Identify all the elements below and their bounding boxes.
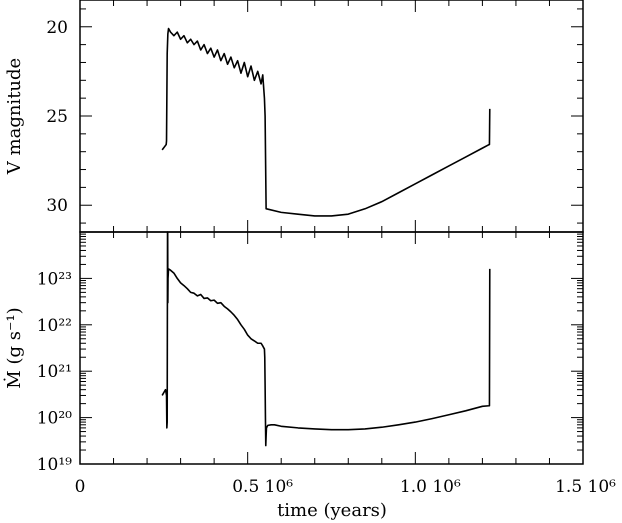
top-panel: 20 25 30 V magnitude <box>4 0 584 233</box>
y-tick-label: 20 <box>46 18 68 38</box>
v-magnitude-curve <box>161 27 491 217</box>
x-tick-label: 0 <box>75 477 86 497</box>
bottom-tick-marks <box>79 232 584 465</box>
y-tick-label: 30 <box>46 196 68 216</box>
bottom-tick-labels: 10¹⁹ 10²⁰ 10²¹ 10²² 10²³ 0 0.5 10⁶ 1.0 10⁶ 1.5 1… <box>37 269 616 497</box>
y-tick-label: 10²³ <box>37 269 72 289</box>
top-tick-labels: 20 25 30 <box>46 18 68 216</box>
y-tick-label: 10²⁰ <box>37 409 72 429</box>
x-tick-label: 0.5 10⁶ <box>232 477 293 497</box>
x-tick-label: 1.0 10⁶ <box>400 477 461 497</box>
y-tick-label: 25 <box>46 107 68 127</box>
bottom-panel-frame <box>79 231 584 465</box>
bottom-plot-area <box>161 231 491 447</box>
y-tick-label: 10²² <box>37 316 72 336</box>
top-plot-area <box>161 27 491 217</box>
x-axis-title: time (years) <box>277 500 387 521</box>
bottom-y-axis-title: Ṁ (g s⁻¹) <box>2 307 25 388</box>
y-tick-label: 10¹⁹ <box>37 455 72 475</box>
mdot-curve <box>161 231 491 447</box>
bottom-panel: 10¹⁹ 10²⁰ 10²¹ 10²² 10²³ 0 0.5 10⁶ 1.0 10⁶ 1.5 1… <box>2 231 616 521</box>
top-y-axis-title: V magnitude <box>4 58 25 175</box>
x-tick-label: 1.5 10⁶ <box>555 477 616 497</box>
top-tick-marks <box>79 0 584 232</box>
top-panel-frame <box>79 0 584 233</box>
y-tick-label: 10²¹ <box>37 362 72 382</box>
